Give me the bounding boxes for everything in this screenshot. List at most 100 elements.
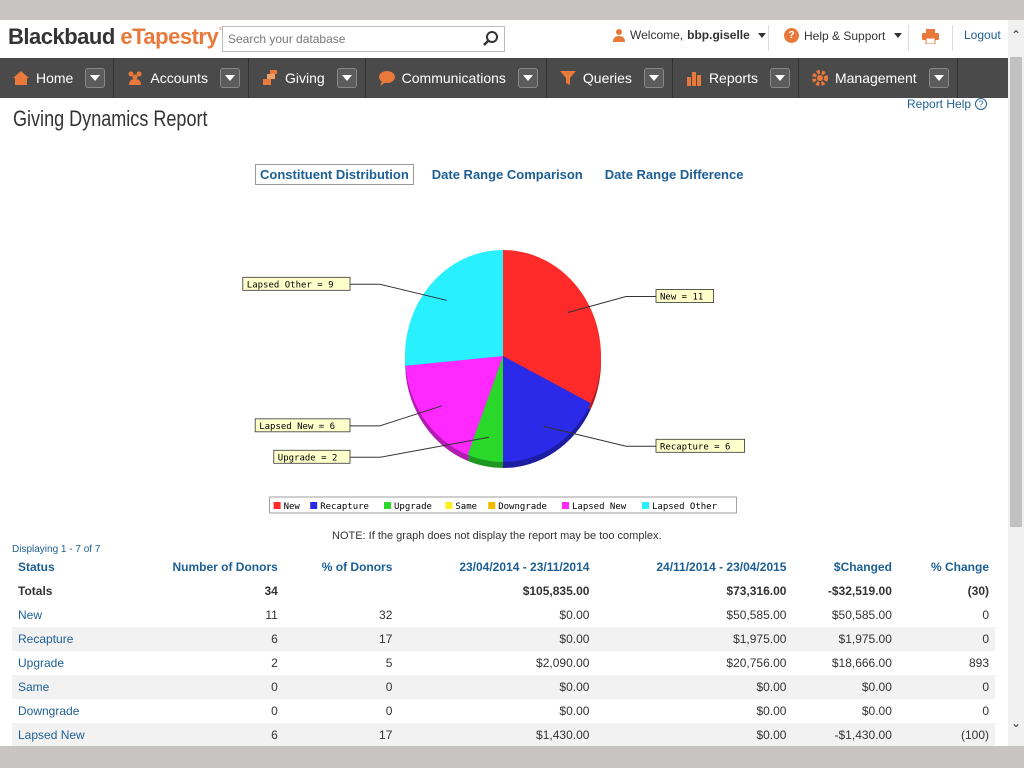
- scroll-down-icon[interactable]: ⌄: [1010, 716, 1022, 730]
- main-nav: Home Accounts Giving Communications Quer…: [0, 58, 1010, 98]
- table-cell: $50,585.00: [726, 608, 787, 622]
- pie-slice-upgrade[interactable]: [467, 356, 503, 462]
- logo[interactable]: Blackbaud eTapestry™: [8, 24, 226, 50]
- legend-entry: Downgrade: [498, 502, 547, 512]
- nav-communications[interactable]: Communications: [366, 58, 547, 98]
- pie-slice-lapsed-new[interactable]: [405, 356, 503, 455]
- user-menu[interactable]: Welcome, bbp.giselle: [612, 28, 766, 42]
- help-icon: ?: [784, 28, 799, 43]
- report-help-label: Report Help: [907, 97, 972, 111]
- pie-label-box: [273, 449, 351, 464]
- table-cell: 34: [264, 584, 278, 598]
- status-link[interactable]: Same: [12, 675, 122, 699]
- logo-product: eTapestry: [120, 24, 219, 49]
- col-date-range-2[interactable]: 24/11/2014 - 23/04/2015: [656, 560, 787, 574]
- table-cell: 11: [265, 608, 278, 622]
- table-cell: 0: [982, 704, 989, 718]
- pie-callout-line: [350, 283, 447, 301]
- management-icon: [811, 70, 828, 86]
- status-link[interactable]: New: [18, 608, 43, 622]
- status-link[interactable]: Lapsed New: [12, 723, 122, 746]
- col-number-of-donors[interactable]: Number of Donors: [172, 560, 278, 574]
- logout-link[interactable]: Logout: [964, 28, 1001, 42]
- table-cell: $73,316.00: [726, 584, 787, 598]
- tab-constituent-distribution[interactable]: Constituent Distribution: [255, 164, 414, 185]
- status-link[interactable]: Upgrade: [18, 656, 65, 670]
- accounts-icon: [128, 71, 142, 85]
- table-cell: $18,666.00: [831, 656, 892, 670]
- report-help-link[interactable]: Report Help ?: [907, 97, 988, 111]
- nav-home[interactable]: Home: [0, 58, 115, 98]
- chart-legend: New Recapture Upgrade Same Downgrade Lapsed N…: [269, 496, 737, 514]
- tab-date-range-difference[interactable]: Date Range Difference: [604, 167, 744, 182]
- help-label: Help & Support: [804, 28, 886, 43]
- nav-label: Reports: [708, 70, 758, 86]
- header-divider: [952, 25, 953, 51]
- col-changed[interactable]: $Changed: [833, 560, 892, 574]
- table-cell: 32: [379, 608, 393, 622]
- nav-dropdown-button[interactable]: [643, 68, 664, 88]
- report-tabs: Constituent Distribution Date Range Comp…: [255, 164, 747, 185]
- table-cell: 0: [982, 608, 989, 622]
- displaying-count: Displaying 1 - 7 of 7: [12, 544, 101, 555]
- nav-dropdown-button[interactable]: [769, 68, 790, 88]
- queries-icon: [559, 71, 576, 85]
- nav-accounts[interactable]: Accounts: [114, 58, 249, 98]
- tab-date-range-comparison[interactable]: Date Range Comparison: [431, 167, 583, 182]
- table-cell: $0.00: [756, 704, 787, 718]
- table-cell: $1,975.00: [792, 627, 898, 651]
- table-cell: 0: [897, 627, 995, 651]
- welcome-label: Welcome,: [630, 28, 684, 42]
- nav-dropdown-button[interactable]: [219, 68, 240, 88]
- table-cell: 0: [385, 704, 393, 718]
- nav-label: Communications: [401, 70, 506, 86]
- status-link[interactable]: Recapture: [12, 627, 122, 651]
- nav-label: Queries: [582, 70, 632, 86]
- search-icon[interactable]: [482, 30, 500, 48]
- pie-slice-new[interactable]: [503, 250, 601, 404]
- help-support-menu[interactable]: ? Help & Support: [784, 28, 903, 43]
- table-cell: $0.00: [398, 675, 596, 699]
- nav-dropdown-button[interactable]: [85, 68, 106, 88]
- table-row: Same 0 0 $0.00 $0.00 $0.00 0: [12, 675, 995, 699]
- table-cell: $0.00: [595, 723, 793, 746]
- col-date-range-1[interactable]: 23/04/2014 - 23/11/2014: [459, 560, 590, 574]
- username: bbp.giselle: [687, 28, 750, 42]
- search-input[interactable]: [223, 27, 473, 51]
- nav-dropdown-button[interactable]: [928, 68, 949, 88]
- report-table: Status Number of Donors % of Donors 23/0…: [12, 555, 995, 746]
- table-cell: 6: [121, 627, 284, 651]
- table-cell: $0.00: [792, 675, 898, 699]
- legend-entry: New: [284, 502, 301, 512]
- nav-reports[interactable]: Reports: [673, 58, 799, 98]
- table-cell: 0: [121, 675, 284, 699]
- pie-slice-recapture[interactable]: [503, 356, 591, 462]
- legend-swatch: [562, 502, 569, 509]
- pie-callout-line: [350, 405, 443, 427]
- pie-callout-line: [567, 295, 656, 313]
- table-row: Downgrade 0 0 $0.00 $0.00 $0.00 0: [12, 699, 995, 723]
- table-cell: $105,835.00: [522, 584, 590, 598]
- nav-giving[interactable]: Giving: [249, 58, 366, 98]
- nav-label: Management: [834, 70, 917, 86]
- nav-queries[interactable]: Queries: [547, 58, 673, 98]
- pie-label-box: [655, 438, 745, 453]
- nav-management[interactable]: Management: [799, 58, 958, 98]
- scrollbar-thumb[interactable]: [1010, 57, 1022, 527]
- status-link[interactable]: Downgrade: [18, 704, 80, 718]
- nav-dropdown-button[interactable]: [336, 68, 357, 88]
- scroll-up-icon[interactable]: ⌃: [1010, 28, 1022, 42]
- pie-slice-lapsed-other[interactable]: [405, 250, 503, 366]
- table-row: Lapsed New 6 17 $1,430.00 $0.00 -$1,430.…: [12, 723, 995, 746]
- nav-label: Giving: [284, 70, 325, 86]
- nav-dropdown-button[interactable]: [517, 68, 538, 88]
- col-percent-change[interactable]: % Change: [930, 560, 989, 574]
- chevron-down-icon: [757, 32, 766, 38]
- vertical-scrollbar[interactable]: ⌃ ⌄: [1008, 20, 1024, 746]
- col-status[interactable]: Status: [18, 560, 55, 574]
- printer-icon[interactable]: [922, 29, 939, 44]
- col-percent-donors[interactable]: % of Donors: [321, 560, 393, 574]
- table-cell: 0: [283, 675, 399, 699]
- user-icon: [613, 29, 625, 42]
- table-cell: 893: [968, 656, 989, 670]
